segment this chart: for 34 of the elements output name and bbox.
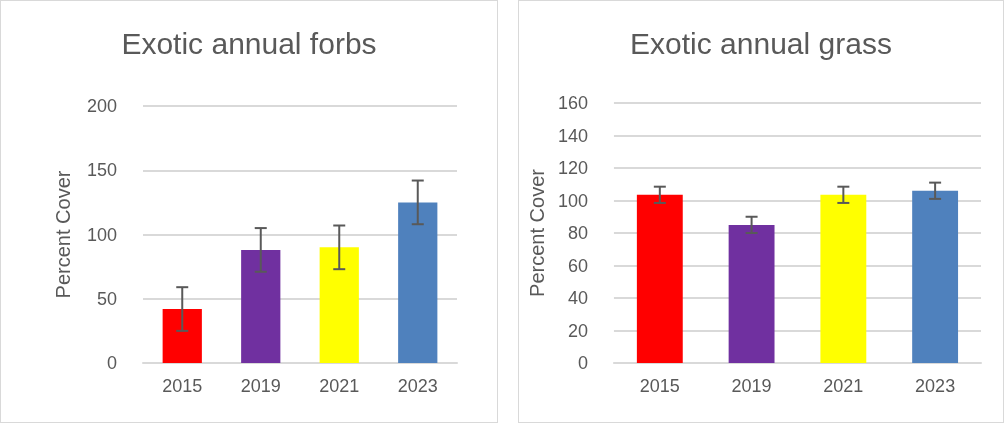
bar xyxy=(398,202,438,363)
y-tick-label: 20 xyxy=(567,320,588,341)
y-tick-label: 60 xyxy=(567,255,588,276)
bar xyxy=(319,247,359,363)
y-axis-title: Percent Cover xyxy=(526,168,548,297)
bar xyxy=(636,194,683,363)
bar xyxy=(820,194,867,363)
y-tick-label: 40 xyxy=(567,288,588,308)
x-tick-label: 2021 xyxy=(823,376,864,396)
y-tick-label: 100 xyxy=(86,224,117,245)
bar xyxy=(912,190,959,363)
y-tick-label: 140 xyxy=(557,125,588,146)
y-tick-label: 50 xyxy=(96,288,117,309)
x-tick-label: 2021 xyxy=(319,376,360,396)
bar xyxy=(728,224,775,363)
x-tick-label: 2015 xyxy=(162,376,203,396)
x-tick-label: 2019 xyxy=(731,376,772,396)
y-axis-title: Percent Cover xyxy=(52,170,74,299)
y-tick-label: 100 xyxy=(557,190,588,211)
y-tick-label: 120 xyxy=(557,158,588,178)
y-tick-label: 150 xyxy=(86,160,117,181)
bar xyxy=(241,249,281,363)
chart-title: Exotic annual forbs xyxy=(121,26,377,60)
chart-title: Exotic annual grass xyxy=(630,26,892,60)
x-tick-label: 2023 xyxy=(397,376,438,396)
y-tick-label: 80 xyxy=(567,223,588,243)
y-tick-label: 0 xyxy=(106,353,117,373)
x-tick-label: 2019 xyxy=(240,376,281,396)
y-tick-label: 0 xyxy=(577,353,588,373)
y-tick-label: 200 xyxy=(86,96,117,116)
bar xyxy=(162,309,202,363)
x-tick-label: 2023 xyxy=(915,376,956,396)
x-tick-label: 2015 xyxy=(639,376,680,396)
y-tick-label: 160 xyxy=(557,93,588,113)
